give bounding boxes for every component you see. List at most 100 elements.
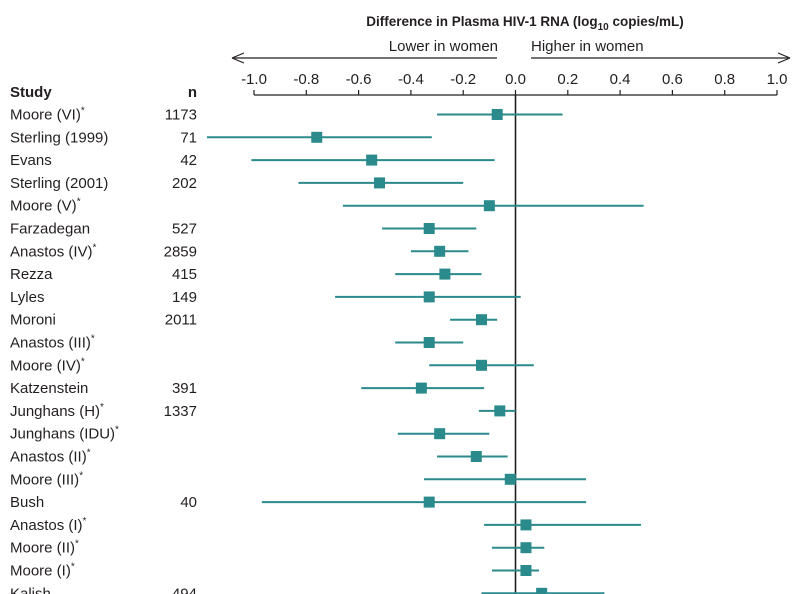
- study-name: Moore (IV)*: [10, 356, 85, 374]
- x-axis: -1.0 -0.8 -0.6 -0.4 -0.2 0.0 0.2 0.4 0.6 0.8 1.0: [241, 71, 787, 594]
- study-footnote-mark: *: [83, 516, 87, 527]
- study-footnote-mark: *: [77, 197, 81, 208]
- n-column-header: n: [188, 84, 197, 101]
- study-name: Kalish: [10, 585, 51, 594]
- point-estimate: [491, 109, 503, 120]
- study-n: 1337: [164, 403, 197, 420]
- study-name: Sterling (1999): [10, 129, 108, 146]
- direction-arrows: Lower in women Higher in women: [231, 38, 791, 64]
- study-n: 149: [172, 289, 197, 306]
- study-row: Moroni 2011: [10, 312, 498, 329]
- x-tick-label: -1.0: [241, 71, 267, 88]
- point-estimate: [434, 245, 446, 257]
- point-estimate: [476, 359, 488, 371]
- point-estimate: [504, 473, 516, 485]
- study-row: Moore (IV)*: [10, 356, 534, 374]
- x-tick-label: -0.2: [450, 71, 476, 88]
- point-estimate: [423, 496, 435, 508]
- x-tick-label: 0.8: [714, 71, 735, 88]
- study-n: 494: [172, 585, 197, 594]
- study-row: Sterling (2001) 202: [10, 175, 464, 192]
- study-n: 391: [172, 380, 197, 397]
- study-footnote-mark: *: [75, 539, 79, 550]
- study-name: Moore (V)*: [10, 197, 81, 215]
- study-row: Moore (II)*: [10, 539, 545, 557]
- study-n: 2859: [164, 243, 197, 260]
- study-name: Anastos (I)*: [10, 516, 87, 534]
- study-column-header: Study: [10, 84, 52, 101]
- study-name: Moore (VI)*: [10, 106, 85, 124]
- point-estimate: [423, 337, 435, 348]
- point-estimate: [520, 519, 532, 531]
- study-row: Rezza 415: [10, 266, 482, 283]
- study-name: Anastos (IV)*: [10, 242, 97, 260]
- point-estimate: [470, 451, 482, 462]
- study-footnote-mark: *: [115, 425, 119, 436]
- x-tick-label: 0.4: [610, 71, 631, 88]
- study-row: Bush 40: [10, 494, 587, 511]
- point-estimate: [423, 291, 435, 303]
- x-tick-label: 1.0: [767, 71, 788, 88]
- study-footnote-mark: *: [100, 402, 104, 413]
- point-estimate: [476, 314, 488, 326]
- study-footnote-mark: *: [79, 470, 83, 481]
- study-row: Kalish 494: [10, 585, 605, 594]
- study-n: 1173: [165, 107, 197, 124]
- study-n: 2011: [165, 312, 197, 329]
- study-row: Anastos (IV)* 2859: [10, 242, 469, 260]
- point-estimate: [520, 542, 532, 554]
- x-tick-label: 0.2: [557, 71, 578, 88]
- study-n: 415: [172, 266, 197, 283]
- study-row: Moore (I)*: [10, 562, 540, 580]
- study-name: Evans: [10, 152, 52, 169]
- study-name: Moore (I)*: [10, 562, 75, 580]
- point-estimate: [494, 405, 506, 417]
- point-estimate: [434, 428, 446, 440]
- study-row: Moore (VI)* 1173: [10, 106, 563, 124]
- x-tick-label: -0.8: [293, 71, 319, 88]
- study-name: Katzenstein: [10, 380, 88, 397]
- study-n: 40: [180, 494, 197, 511]
- study-name: Rezza: [10, 266, 53, 283]
- study-name: Junghans (H)*: [10, 402, 104, 420]
- study-row: Katzenstein 391: [10, 380, 485, 397]
- study-n: 202: [172, 175, 197, 192]
- right-arrowhead: [777, 52, 791, 64]
- lower-in-women-label: Lower in women: [389, 38, 498, 55]
- point-estimate: [366, 154, 378, 166]
- point-estimate: [536, 587, 548, 594]
- study-name: Moore (II)*: [10, 539, 79, 557]
- point-estimate: [439, 268, 451, 280]
- x-tick-label: 0.6: [662, 71, 683, 88]
- study-footnote-mark: *: [93, 242, 97, 253]
- study-n: 42: [180, 152, 197, 169]
- study-name: Lyles: [10, 289, 44, 306]
- study-row: Anastos (II)*: [10, 448, 508, 466]
- x-tick-label: 0.0: [505, 71, 526, 88]
- study-rows: Moore (VI)* 1173 Sterling (1999) 71 Evans 42 S…: [10, 106, 644, 594]
- left-arrowhead: [231, 52, 245, 64]
- study-row: Moore (V)*: [10, 197, 644, 215]
- study-row: Junghans (IDU)*: [10, 425, 490, 443]
- point-estimate: [311, 131, 323, 143]
- study-row: Anastos (I)*: [10, 516, 642, 534]
- point-estimate: [374, 177, 386, 189]
- study-n: 527: [172, 221, 197, 238]
- study-name: Farzadegan: [10, 221, 90, 238]
- point-estimate: [423, 223, 435, 234]
- study-name: Moore (III)*: [10, 470, 83, 488]
- study-row: Lyles 149: [10, 289, 521, 306]
- study-name: Moroni: [10, 312, 56, 329]
- study-row: Junghans (H)* 1337: [10, 402, 516, 420]
- study-footnote-mark: *: [71, 562, 75, 573]
- study-name: Bush: [10, 494, 44, 511]
- point-estimate: [520, 565, 532, 576]
- study-name: Sterling (2001): [10, 175, 108, 192]
- study-footnote-mark: *: [87, 448, 91, 459]
- study-row: Moore (III)*: [10, 470, 587, 488]
- study-row: Evans 42: [10, 152, 495, 169]
- x-tick-label: -0.4: [398, 71, 424, 88]
- chart-title: Difference in Plasma HIV-1 RNA (log10 co…: [366, 14, 683, 33]
- study-footnote-mark: *: [81, 356, 85, 367]
